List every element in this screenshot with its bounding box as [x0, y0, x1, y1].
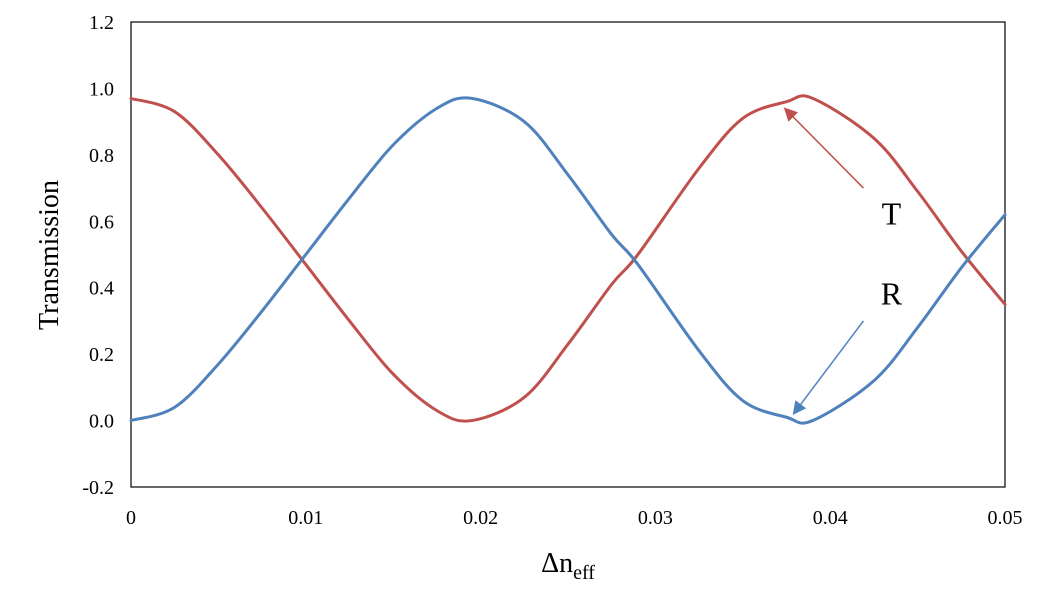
y-tick-label: 1.2 [89, 12, 114, 34]
y-tick-label: 0.0 [89, 411, 114, 433]
annotation-arrow-t [783, 107, 864, 189]
y-tick-labels: -0.2 0.0 0.2 0.4 0.6 0.8 1.0 1.2 [82, 12, 114, 499]
x-tick-labels: 0 0.01 0.02 0.03 0.04 0.05 [126, 507, 1023, 529]
y-tick-label: 1.0 [89, 78, 114, 100]
series-layer [129, 94, 1007, 425]
x-axis-title: Δneff [541, 548, 595, 584]
annotation-label-t: T [882, 196, 902, 232]
y-tick-label: -0.2 [82, 477, 114, 499]
x-tick-label: 0.04 [813, 507, 848, 529]
x-axis-title-main: Δn [541, 548, 573, 579]
annotation-label-r: R [881, 275, 903, 311]
x-axis-title-subscript: eff [573, 562, 595, 584]
x-tick-label: 0.01 [288, 507, 323, 529]
plot-frame [130, 21, 1006, 488]
y-tick-label: 0.4 [89, 278, 114, 300]
y-tick-label: 0.2 [89, 344, 114, 366]
plot-frame-layer [130, 21, 1006, 488]
y-axis-title: Transmission [34, 180, 65, 330]
annotation-arrow-r [792, 320, 865, 416]
series-line-r [129, 96, 1007, 425]
x-tick-label: 0.03 [638, 507, 673, 529]
y-tick-label: 0.8 [89, 145, 114, 167]
x-tick-label: 0 [126, 507, 136, 529]
x-tick-label: 0.05 [988, 507, 1023, 529]
y-tick-label: 0.6 [89, 211, 114, 233]
series-line-t [129, 94, 1007, 423]
x-tick-label: 0.02 [463, 507, 498, 529]
annotation-layer: TR [783, 107, 903, 416]
